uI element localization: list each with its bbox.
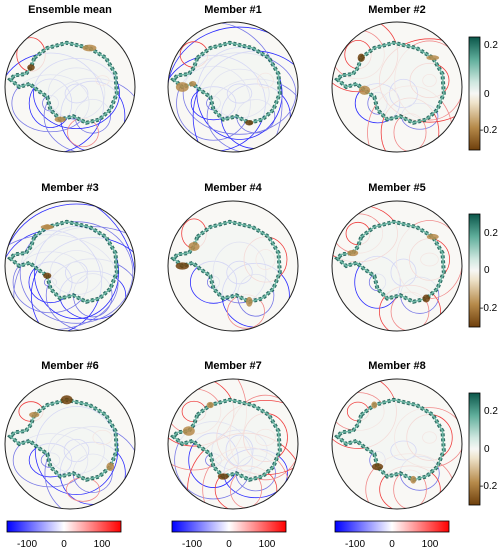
panel-title: Ensemble mean <box>28 4 112 16</box>
shading-colorbar-tick: 0 <box>484 444 490 455</box>
contour-colorbar-tick: 100 <box>94 539 111 550</box>
panel-title: Member #5 <box>368 182 425 194</box>
contour-colorbar-col3: -100 0 100 <box>334 520 450 550</box>
contour-colorbar-bar <box>171 520 287 533</box>
map-panel: Member #4 <box>167 182 299 332</box>
antarctica-outline <box>172 221 281 303</box>
panel-title: Member #2 <box>368 4 425 16</box>
map-panel: Member #3 <box>4 182 136 332</box>
negative-anomaly-patch <box>29 411 40 418</box>
contour-colorbar-tick: -100 <box>17 539 37 550</box>
map-boundary <box>331 200 463 332</box>
antarctica-outline <box>172 42 281 124</box>
antarctica-outline <box>9 221 118 303</box>
shading-colorbar-tick: 0.2 <box>484 228 498 239</box>
negative-anomaly-patch <box>27 64 35 71</box>
panel-title: Member #8 <box>368 360 425 372</box>
contour-colorbar-col2: -100 0 100 <box>171 520 287 550</box>
map-panel: Ensemble mean <box>4 4 136 153</box>
map-boundary <box>331 378 463 510</box>
negative-anomaly-patch <box>106 462 115 471</box>
shading-colorbar-tick: -0.2 <box>480 481 498 492</box>
antarctica-outline <box>336 399 445 481</box>
antarctica-outline <box>9 42 118 124</box>
shading-colorbar-bar <box>468 392 481 506</box>
negative-anomaly-patch <box>82 44 97 52</box>
shading-colorbar-bar <box>468 36 481 151</box>
antarctica-outline <box>172 399 281 481</box>
contour-colorbar-tick: 0 <box>226 539 232 550</box>
negative-anomaly-patch <box>54 116 66 123</box>
map-boundary <box>4 21 136 153</box>
negative-anomaly-patch <box>182 426 195 436</box>
panel-title: Member #3 <box>41 182 98 194</box>
negative-anomaly-patch <box>357 53 365 62</box>
shading-colorbar-tick: 0.2 <box>484 40 498 51</box>
contour-colorbar-tick: 100 <box>259 539 276 550</box>
contour-colorbar-tick: 0 <box>389 539 395 550</box>
shading-colorbar-tick: 0 <box>484 265 490 276</box>
negative-anomaly-patch <box>60 395 73 405</box>
contour-colorbar-tick: 100 <box>422 539 439 550</box>
negative-anomaly-patch <box>426 55 440 61</box>
negative-anomaly-patch <box>175 262 189 270</box>
panel-title: Member #4 <box>204 182 262 194</box>
shading-colorbar-tick: 0.2 <box>484 406 498 417</box>
shading-colorbar-row3: 0.2 0 -0.2 <box>468 392 498 506</box>
contour-colorbar-tick: 0 <box>61 539 67 550</box>
contour-line-negative <box>168 26 298 152</box>
map-boundary <box>167 200 299 332</box>
map-panel: Member #1 <box>167 4 299 153</box>
negative-anomaly-patch <box>410 475 417 484</box>
map-panel: Member #7 <box>167 360 299 510</box>
map-boundary <box>4 200 136 332</box>
map-panel: Member #8 <box>331 360 463 510</box>
negative-anomaly-patch <box>245 296 253 307</box>
antarctica-outline <box>336 221 445 303</box>
contour-colorbar-col1: -100 0 100 <box>6 520 122 550</box>
map-boundary <box>167 21 299 153</box>
map-panel: Member #2 <box>331 4 463 153</box>
negative-anomaly-patch <box>358 85 371 95</box>
antarctica-outline <box>336 42 445 124</box>
negative-anomaly-patch <box>217 473 229 480</box>
negative-anomaly-patch <box>347 249 359 257</box>
panel-title: Member #7 <box>204 360 261 372</box>
negative-anomaly-patch <box>245 120 254 126</box>
negative-anomaly-patch <box>175 82 189 92</box>
negative-anomaly-patch <box>426 233 439 240</box>
panel-title: Member #6 <box>41 360 98 372</box>
contour-colorbar-tick: -100 <box>345 539 365 550</box>
antarctica-outline <box>9 399 118 481</box>
shading-colorbar-bar <box>468 213 481 328</box>
contour-colorbar-bar <box>334 520 450 533</box>
contour-colorbar-bar <box>6 520 122 533</box>
negative-anomaly-patch <box>422 294 430 303</box>
contour-line-negative <box>19 221 134 324</box>
negative-anomaly-patch <box>43 224 51 230</box>
shading-colorbar-row1: 0.2 0 -0.2 <box>468 36 498 151</box>
map-panel: Member #5 <box>331 182 463 332</box>
map-panels: Ensemble mean Member #1 Member #2 Member #3… <box>4 4 463 510</box>
contour-line-negative <box>5 203 135 331</box>
shading-colorbar-row2: 0.2 0 -0.2 <box>468 213 498 328</box>
panel-title: Member #1 <box>204 4 261 16</box>
shading-colorbar-tick: 0 <box>484 89 490 100</box>
shading-colorbar-tick: -0.2 <box>480 125 498 136</box>
shading-colorbar-tick: -0.2 <box>480 303 498 314</box>
map-panel: Member #6 <box>4 360 136 510</box>
negative-anomaly-patch <box>371 463 384 471</box>
negative-anomaly-patch <box>188 242 200 251</box>
contour-colorbar-tick: -100 <box>182 539 202 550</box>
negative-anomaly-patch <box>189 80 197 87</box>
negative-anomaly-patch <box>43 272 52 279</box>
negative-anomaly-patch <box>371 401 378 409</box>
negative-anomaly-patch <box>206 401 214 409</box>
map-boundary <box>167 378 299 510</box>
map-boundary <box>331 21 463 153</box>
map-boundary <box>4 378 136 510</box>
